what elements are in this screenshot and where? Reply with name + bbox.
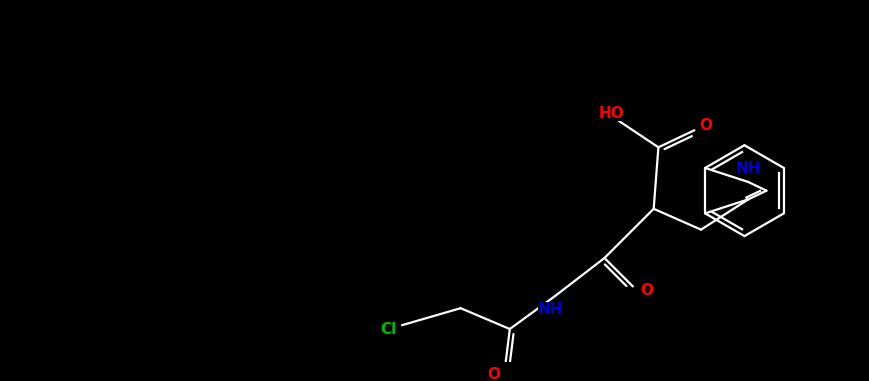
Text: Cl: Cl xyxy=(381,322,397,336)
Text: O: O xyxy=(700,118,713,133)
Text: O: O xyxy=(488,367,501,381)
Text: NH: NH xyxy=(735,161,761,176)
Text: O: O xyxy=(640,283,653,298)
Text: NH: NH xyxy=(538,302,563,317)
Text: HO: HO xyxy=(598,106,624,121)
